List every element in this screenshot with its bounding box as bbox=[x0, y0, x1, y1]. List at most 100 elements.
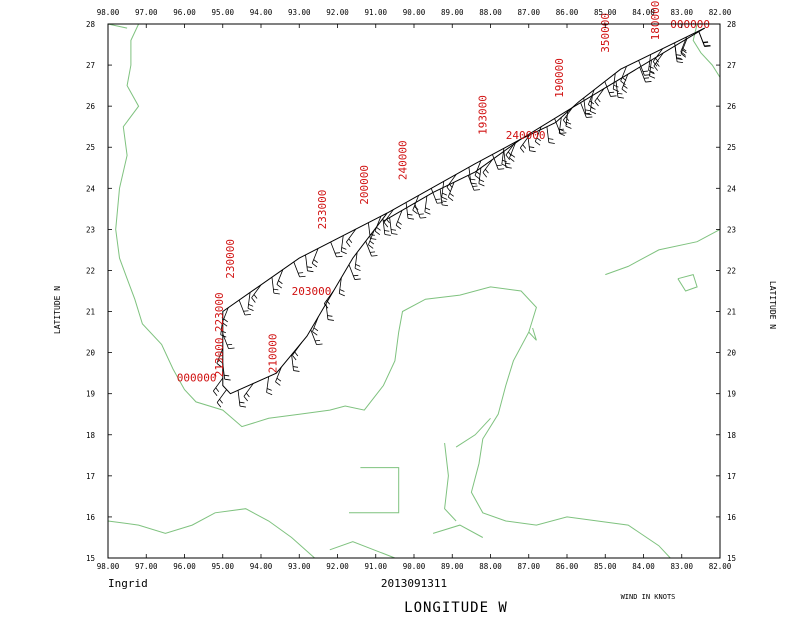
wind-barb bbox=[680, 38, 688, 58]
wind-barb bbox=[503, 151, 512, 169]
wind-barb bbox=[365, 241, 378, 257]
wind-barb bbox=[447, 181, 455, 201]
lon-tick-label-bottom: 96.00 bbox=[173, 562, 196, 571]
lon-tick-label-top: 88.00 bbox=[479, 8, 502, 17]
lon-tick-label-top: 97.00 bbox=[135, 8, 158, 17]
coastline bbox=[455, 417, 491, 448]
lon-tick-label-top: 82.00 bbox=[709, 8, 732, 17]
wind-barb bbox=[612, 73, 619, 92]
flight-track bbox=[383, 27, 705, 222]
wind-barb bbox=[604, 81, 617, 97]
lon-tick-label-bottom: 83.00 bbox=[670, 562, 693, 571]
wind-barb bbox=[649, 59, 656, 79]
storm-track-layer bbox=[213, 27, 711, 408]
wind-barb bbox=[674, 42, 683, 60]
time-label-layer: 223000 230000 233000 200000 240000 193000 1900… bbox=[177, 1, 710, 385]
coastline bbox=[349, 467, 400, 514]
coastline bbox=[329, 541, 396, 559]
time-label: 350000 bbox=[599, 13, 612, 53]
time-label: 223000 bbox=[213, 292, 226, 332]
time-label: 190000 bbox=[553, 58, 566, 98]
wind-barb bbox=[414, 203, 427, 219]
time-label: 233000 bbox=[316, 190, 329, 230]
lon-tick-label-bottom: 87.00 bbox=[517, 562, 540, 571]
wind-barb bbox=[492, 154, 505, 170]
lon-tick-label-bottom: 97.00 bbox=[135, 562, 158, 571]
plot-frame bbox=[107, 23, 721, 559]
lat-tick-label-right: 17 bbox=[727, 472, 736, 481]
wind-barb bbox=[238, 299, 251, 316]
wind-units-note: WIND IN KNOTS bbox=[621, 593, 676, 601]
wind-barb bbox=[354, 252, 361, 272]
lon-tick-label-top: 94.00 bbox=[250, 8, 273, 17]
lon-tick-label-top: 96.00 bbox=[173, 8, 196, 17]
wind-barb bbox=[680, 36, 688, 56]
lon-tick-label-bottom: 95.00 bbox=[211, 562, 234, 571]
lat-tick-label-left: 22 bbox=[86, 266, 95, 275]
wind-barb bbox=[478, 167, 485, 187]
lon-tick-label-bottom: 89.00 bbox=[441, 562, 464, 571]
wind-barb bbox=[311, 248, 319, 268]
lat-tick-label-right: 22 bbox=[727, 266, 736, 275]
wind-barb bbox=[620, 66, 627, 86]
lat-tick-label-right: 28 bbox=[727, 20, 737, 29]
wind-barb bbox=[374, 216, 382, 235]
axis-ticks: 98.00 98.00 97.00 97.00 96.00 96.00 95.00 95.00… bbox=[86, 8, 737, 571]
wind-barb bbox=[213, 377, 224, 396]
wind-barb bbox=[587, 89, 595, 109]
lon-tick-label-bottom: 90.00 bbox=[403, 562, 426, 571]
lon-tick-label-bottom: 88.00 bbox=[479, 562, 502, 571]
lat-tick-label-right: 27 bbox=[727, 61, 736, 70]
time-label: 203000 bbox=[292, 285, 332, 298]
lon-tick-label-top: 89.00 bbox=[441, 8, 464, 17]
wind-barb bbox=[325, 303, 334, 321]
y-axis-title-right: LATITUDE N bbox=[768, 281, 777, 329]
wind-barb bbox=[441, 181, 448, 200]
wind-barb bbox=[467, 175, 480, 191]
lat-tick-label-right: 26 bbox=[727, 102, 737, 111]
lon-tick-label-bottom: 85.00 bbox=[594, 562, 617, 571]
wind-barb bbox=[251, 284, 262, 303]
coastline bbox=[432, 524, 484, 538]
wind-barb bbox=[275, 366, 282, 386]
wind-barb bbox=[639, 66, 652, 83]
time-label: 240000 bbox=[396, 140, 409, 180]
lon-tick-label-bottom: 98.00 bbox=[97, 562, 120, 571]
lon-tick-label-top: 86.00 bbox=[556, 8, 579, 17]
lat-tick-label-right: 23 bbox=[727, 225, 736, 234]
lon-tick-label-top: 93.00 bbox=[288, 8, 311, 17]
wind-barb bbox=[305, 254, 314, 273]
wind-barb bbox=[346, 228, 357, 247]
lon-tick-label-top: 92.00 bbox=[326, 8, 349, 17]
wind-barb bbox=[615, 81, 624, 99]
wind-barb bbox=[216, 348, 224, 368]
lon-tick-label-top: 85.00 bbox=[594, 8, 617, 17]
storm-name: Ingrid bbox=[108, 577, 148, 590]
y-axis-title-left: LATITUDE N bbox=[53, 286, 62, 334]
wind-barb bbox=[389, 217, 398, 235]
lat-tick-label-right: 24 bbox=[727, 184, 737, 193]
lat-tick-label-left: 16 bbox=[86, 513, 96, 522]
wind-barb bbox=[323, 290, 334, 309]
lat-tick-label-left: 23 bbox=[86, 225, 95, 234]
lat-tick-label-left: 15 bbox=[86, 554, 95, 563]
wind-barb bbox=[237, 390, 246, 408]
lat-tick-label-left: 25 bbox=[86, 143, 95, 152]
coastline bbox=[605, 228, 721, 276]
coastline bbox=[107, 23, 128, 29]
time-label: 240000 bbox=[506, 129, 546, 142]
coastline bbox=[692, 23, 721, 78]
wind-barb bbox=[330, 241, 343, 258]
lon-tick-label-top: 84.00 bbox=[632, 8, 655, 17]
wind-barb bbox=[589, 95, 597, 115]
wind-barb bbox=[291, 354, 300, 372]
wind-barb bbox=[424, 195, 431, 215]
lon-tick-label-top: 87.00 bbox=[517, 8, 540, 17]
wind-barb bbox=[222, 333, 235, 350]
wind-barb bbox=[648, 54, 655, 74]
lat-tick-label-right: 18 bbox=[727, 431, 737, 440]
lon-tick-label-bottom: 92.00 bbox=[326, 562, 349, 571]
wind-barb bbox=[222, 363, 231, 381]
lat-tick-label-left: 21 bbox=[86, 308, 95, 317]
lon-tick-label-bottom: 94.00 bbox=[250, 562, 273, 571]
